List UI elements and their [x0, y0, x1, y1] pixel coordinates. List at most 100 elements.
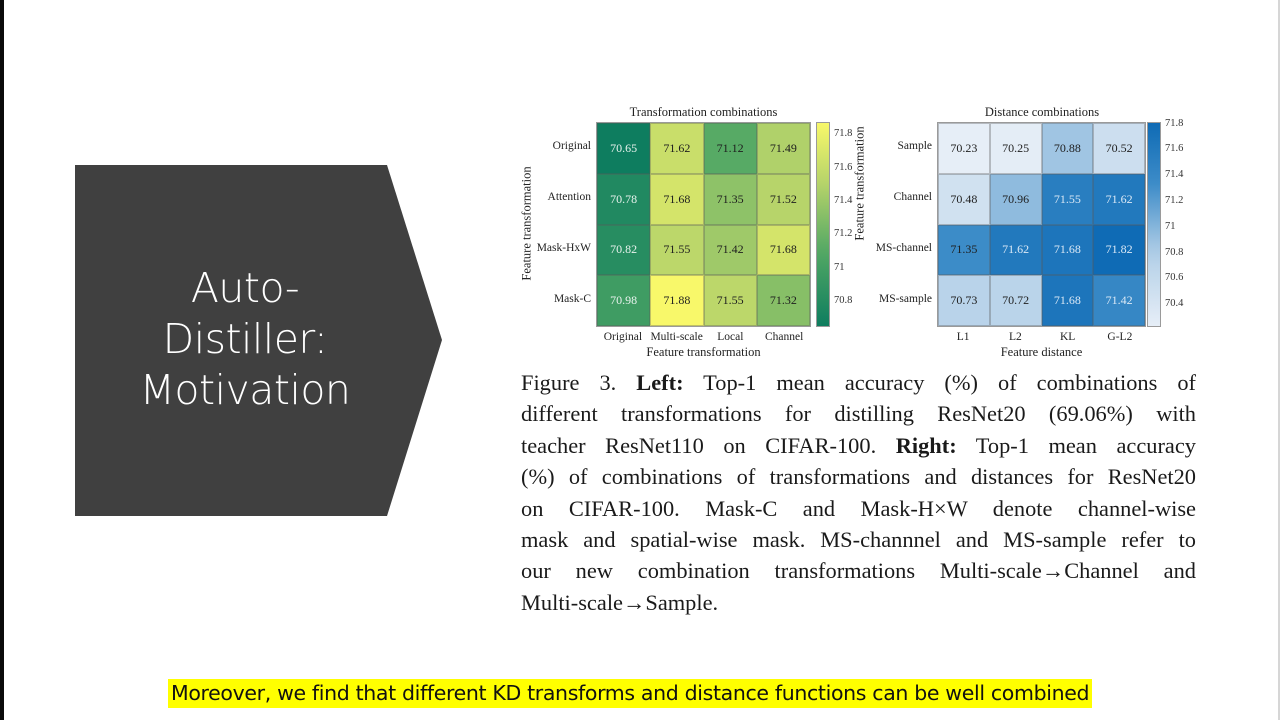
- caption-line: on CIFAR-100. Mask-C and Mask-H×W denote…: [521, 493, 1196, 524]
- colorbar-tick: 70.4: [1165, 298, 1184, 310]
- heatmap-cell: 71.68: [756, 224, 810, 276]
- heatmap-grid: 70.65 71.62 71.12 71.49 70.78 71.68 71.35 71.52…: [596, 122, 811, 327]
- row-label: Mask-C: [553, 293, 591, 306]
- right-edge-line: [1278, 0, 1280, 720]
- colorbar-tick: 70.8: [1165, 246, 1184, 258]
- heatmap-cell: 71.35: [703, 173, 757, 225]
- heatmap-cell: 71.55: [1041, 173, 1094, 225]
- caption-line: our new combination transformations Mult…: [521, 555, 1196, 586]
- heatmap-cell: 70.88: [1041, 123, 1094, 174]
- caption-text: our new combination transformations Mult…: [521, 558, 1196, 584]
- heatmap-cell: 71.68: [650, 173, 704, 225]
- heatmap-cell: 70.52: [1093, 123, 1145, 174]
- column-label: L2: [1008, 331, 1022, 343]
- caption-line: Multi-scale→Sample.: [521, 587, 1196, 618]
- slide-title-line: Distiller:: [162, 315, 328, 363]
- caption-line: (%) of combinations of transformations a…: [521, 461, 1196, 492]
- chevron-shape: [75, 165, 442, 516]
- colorbar-tick: 71.4: [1165, 169, 1184, 181]
- colorbar-tick: 71.2: [1165, 194, 1184, 206]
- colorbar-tick: 70.8: [834, 295, 853, 306]
- heatmap-cell: 70.82: [597, 224, 651, 276]
- column-label: G-L2: [1107, 331, 1133, 343]
- heatmap-cell: 70.25: [989, 123, 1042, 174]
- heatmap-cell: 71.49: [756, 123, 810, 174]
- colorbar-tick: 71: [834, 261, 845, 273]
- slide-title-line: Auto-: [190, 264, 300, 312]
- column-label: Local: [717, 331, 744, 343]
- column-label: Channel: [764, 331, 804, 343]
- heatmap-cell: 71.55: [650, 224, 704, 276]
- heatmap-cell: 71.68: [1041, 275, 1094, 326]
- colorbar-tick: 71.8: [834, 128, 853, 140]
- colorbar-tick: 71.6: [1165, 143, 1184, 155]
- heatmap-cell: 71.88: [650, 275, 704, 326]
- heatmap-cell: 71.42: [1093, 275, 1145, 326]
- row-label: Attention: [547, 190, 591, 203]
- colorbar-tick: 71.2: [834, 228, 853, 240]
- row-label: Original: [552, 139, 591, 152]
- colorbar-tick: 71.8: [1165, 117, 1184, 129]
- left-edge-bar: [0, 0, 4, 720]
- heatmap-title: Distance combinations: [984, 105, 1100, 119]
- slide-title-line: Motivation: [139, 366, 351, 414]
- colorbar-tick: 71.6: [834, 161, 853, 173]
- column-label: Original: [603, 331, 643, 343]
- heatmap-cell: 71.32: [756, 275, 810, 326]
- caption-text: mask and spatial-wise mask. MS-channnel …: [521, 527, 1196, 553]
- slide-title: Auto- Distiller: Motivation: [115, 263, 375, 416]
- video-subtitle: Moreover, we find that different KD tran…: [168, 679, 1093, 708]
- heatmap-cell: 70.23: [938, 123, 990, 174]
- heatmap-cell: 71.52: [756, 173, 810, 225]
- caption-line: mask and spatial-wise mask. MS-channnel …: [521, 524, 1196, 555]
- heatmap-cell: 71.55: [703, 275, 757, 326]
- heatmap-cell: 71.62: [650, 123, 704, 174]
- x-axis-label: Feature distance: [1000, 345, 1083, 359]
- y-axis-label: Feature transformation: [519, 166, 534, 281]
- title-chevron: Auto- Distiller: Motivation: [75, 165, 443, 516]
- row-label: Sample: [897, 139, 933, 152]
- column-label: Multi-scale: [650, 331, 703, 343]
- heatmap-cell: 71.12: [703, 123, 757, 174]
- heatmap-grid: 70.23 70.25 70.88 70.52 70.48 70.96 71.55 71.62…: [937, 122, 1146, 327]
- caption-line: different transformations for distilling…: [521, 398, 1196, 429]
- heatmap-cell: 71.68: [1041, 224, 1094, 276]
- row-label: MS-channel: [875, 242, 932, 255]
- heatmap-cell: 70.48: [938, 173, 990, 225]
- heatmap-title: Transformation combinations: [629, 105, 778, 119]
- colorbar: [1147, 122, 1161, 327]
- heatmap-cell: 70.73: [938, 275, 990, 326]
- heatmap-cell: 71.82: [1093, 224, 1145, 276]
- colorbar-tick: 71: [1165, 220, 1176, 232]
- caption-bold-label: Right:: [895, 432, 957, 458]
- colorbar-tick: 71.4: [834, 195, 853, 206]
- caption-line: teacher ResNet110 on CIFAR-100. Right: T…: [521, 430, 1196, 461]
- column-label: L1: [956, 331, 970, 343]
- caption-text: different transformations for distilling…: [521, 401, 1196, 427]
- heatmap-cell: 70.96: [989, 173, 1042, 225]
- heatmap-cell: 71.62: [1093, 173, 1145, 225]
- heatmap-cell: 70.98: [597, 275, 651, 326]
- heatmap-cell: 71.42: [703, 224, 757, 276]
- figure-caption: Figure 3. Left: Top-1 mean accuracy (%) …: [521, 367, 1196, 618]
- caption-text: Multi-scale→Sample.: [521, 589, 719, 615]
- heatmap-cell: 70.78: [597, 173, 651, 225]
- colorbar: [816, 122, 830, 327]
- x-axis-label: Feature transformation: [646, 345, 761, 359]
- row-label: Mask-HxW: [536, 242, 591, 255]
- caption-text: Figure 3.: [521, 370, 637, 395]
- heatmap-cell: 70.65: [597, 123, 651, 174]
- heatmap-cell: 70.72: [989, 275, 1042, 326]
- caption-line: Figure 3. Left: Top-1 mean accuracy (%) …: [521, 367, 1196, 398]
- caption-text: Top-1 mean accuracy (%) of combinations …: [683, 370, 1196, 395]
- caption-text: Top-1 mean accuracy: [956, 432, 1196, 458]
- caption-text: (%) of combinations of transformations a…: [521, 464, 1196, 490]
- column-label: KL: [1059, 331, 1076, 343]
- row-label: MS-sample: [878, 293, 932, 306]
- caption-bold-label: Left:: [636, 370, 684, 395]
- caption-text: on CIFAR-100. Mask-C and Mask-H×W denote…: [521, 495, 1196, 521]
- colorbar-tick: 70.6: [1165, 272, 1184, 284]
- heatmap-cell: 71.62: [989, 224, 1042, 276]
- heatmap-cell: 71.35: [938, 224, 990, 276]
- caption-text: teacher ResNet110 on CIFAR-100.: [521, 432, 896, 458]
